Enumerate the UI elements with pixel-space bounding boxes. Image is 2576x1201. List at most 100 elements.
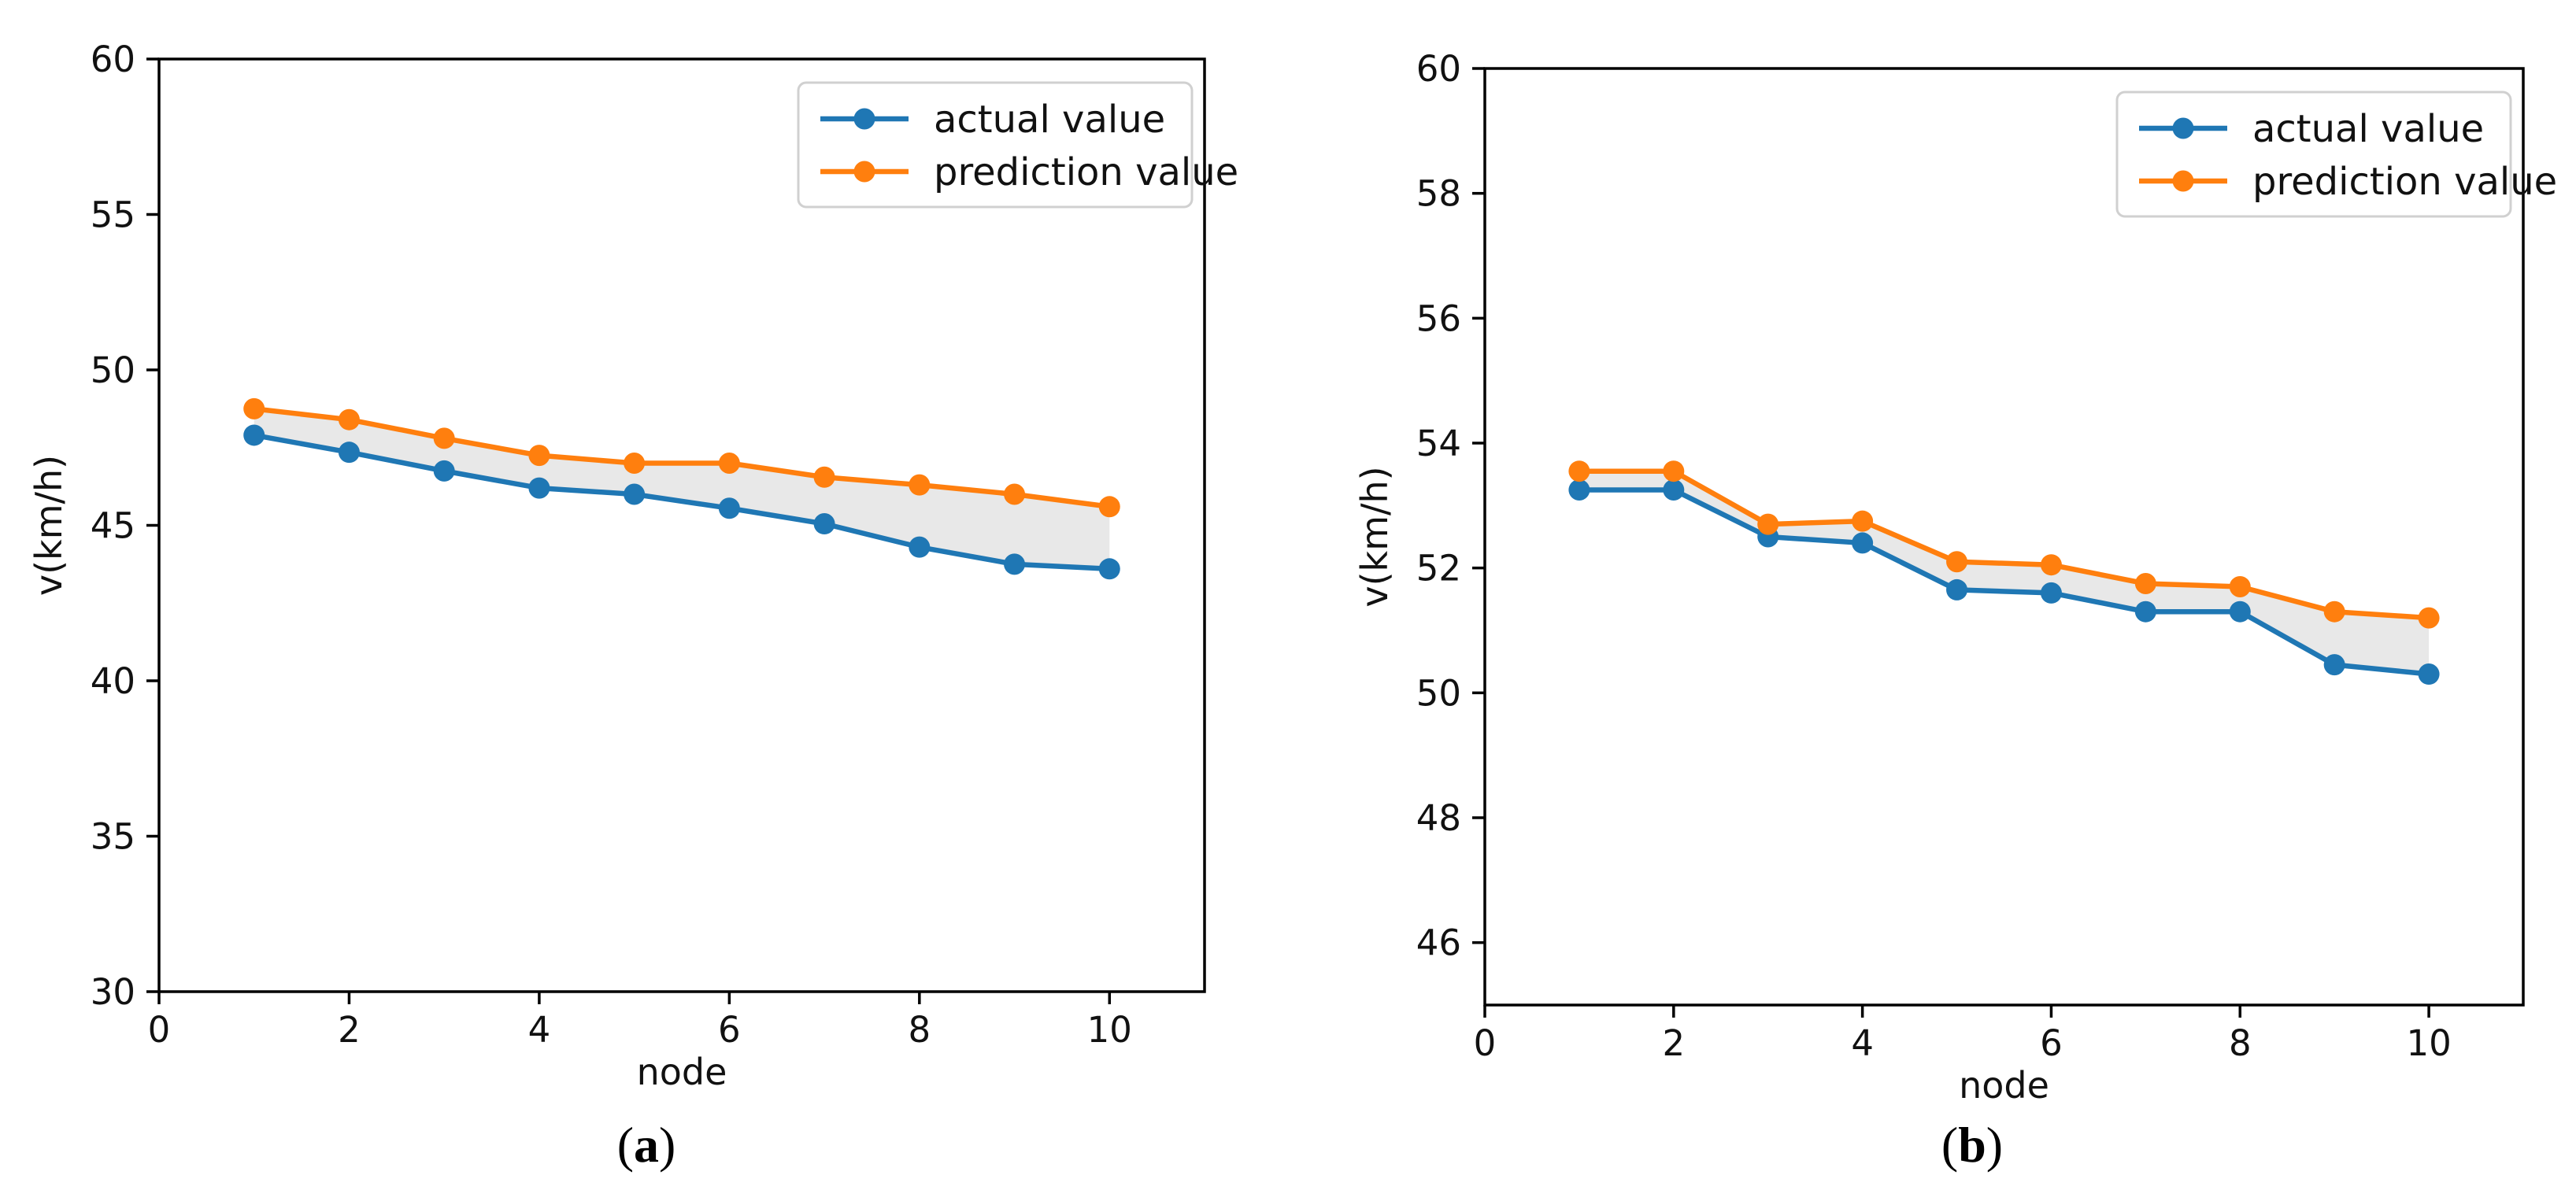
- y-axis-tick-label: 46: [1416, 922, 1461, 964]
- x-axis-tick-label: 0: [148, 1009, 171, 1051]
- legend-marker-dot: [853, 161, 875, 183]
- data-point-actual: [1098, 558, 1120, 580]
- data-point-prediction: [624, 453, 646, 474]
- chart-b-line-plot: 0 2 4 6 8 104648505254565860nodev(km/h)actual…: [1353, 48, 2557, 1107]
- legend-item: prediction value: [820, 150, 1238, 194]
- data-point-prediction: [1568, 460, 1590, 482]
- series-line-actual: [254, 432, 1110, 572]
- data-point-actual: [813, 513, 835, 535]
- x-axis-tick-label: 0: [1474, 1022, 1497, 1064]
- data-point-prediction: [1946, 551, 1968, 573]
- legend: actual value prediction value: [797, 81, 1238, 209]
- y-axis-tick-label: 50: [1416, 672, 1461, 714]
- caption-a-close-paren: ): [659, 1117, 676, 1173]
- y-axis-tick-label: 35: [91, 816, 135, 858]
- y-axis-label: v(km/h): [28, 455, 70, 596]
- y-axis-tick-label: 48: [1416, 797, 1461, 839]
- data-point-prediction: [2418, 607, 2440, 629]
- x-axis-tick-label: 8: [908, 1009, 931, 1051]
- x-axis-label: node: [1959, 1064, 2049, 1107]
- series-line-prediction: [254, 406, 1110, 510]
- data-point-prediction: [718, 453, 740, 474]
- data-point-actual: [243, 424, 265, 446]
- legend-label: prediction value: [2252, 160, 2557, 204]
- data-point-prediction: [2040, 554, 2062, 576]
- data-point-actual: [1852, 532, 1874, 554]
- legend-label: prediction value: [934, 150, 1238, 194]
- legend-marker-dot: [2172, 117, 2194, 139]
- data-point-actual: [433, 460, 455, 482]
- x-axis-tick-label: 4: [528, 1009, 551, 1051]
- band-fill: [254, 408, 1110, 569]
- data-point-actual: [2040, 582, 2062, 604]
- data-point-prediction: [338, 408, 360, 431]
- data-point-actual: [624, 483, 646, 505]
- data-point-actual: [2229, 600, 2251, 623]
- legend-marker-dot: [2172, 170, 2194, 192]
- x-axis-tick-label: 6: [2040, 1022, 2063, 1064]
- legend-item: actual value: [820, 98, 1165, 142]
- data-point-prediction: [2229, 575, 2251, 597]
- data-point-actual: [1004, 553, 1026, 575]
- caption-a: (a): [489, 1117, 804, 1173]
- data-point-prediction: [813, 466, 835, 488]
- y-axis-tick-label: 55: [91, 194, 135, 236]
- y-axis-tick-label: 40: [91, 660, 135, 702]
- legend-marker-dot: [853, 108, 875, 130]
- legend-label: actual value: [934, 98, 1165, 142]
- y-axis-tick-label: 60: [1416, 48, 1461, 90]
- data-point-actual: [1663, 479, 1685, 501]
- data-point-prediction: [528, 445, 550, 467]
- x-axis-tick-label: 10: [2406, 1022, 2451, 1064]
- series-line-actual: [1579, 487, 2430, 677]
- x-axis-tick-label: 10: [1087, 1009, 1132, 1051]
- caption-b-open-paren: (: [1941, 1117, 1959, 1173]
- legend-box: [2115, 91, 2512, 218]
- data-point-actual: [338, 442, 360, 464]
- y-axis-tick-label: 56: [1416, 297, 1461, 339]
- legend-label: actual value: [2252, 107, 2484, 151]
- caption-a-letter: a: [634, 1117, 659, 1173]
- legend-item: actual value: [2139, 107, 2484, 151]
- data-point-prediction: [433, 427, 455, 449]
- data-point-actual: [1568, 479, 1590, 501]
- x-axis-tick-label: 2: [1662, 1022, 1685, 1064]
- plot-border: [157, 57, 1206, 993]
- series-line-prediction: [1579, 468, 2430, 621]
- x-axis-tick-label: 8: [2229, 1022, 2252, 1064]
- data-point-prediction: [2134, 573, 2156, 594]
- data-point-prediction: [243, 397, 265, 419]
- plot-border: [1483, 67, 2525, 1007]
- legend: actual value prediction value: [2115, 91, 2557, 218]
- x-axis-tick-label: 4: [1851, 1022, 1874, 1064]
- y-axis-tick-label: 52: [1416, 548, 1461, 589]
- y-axis-tick-label: 60: [91, 39, 135, 80]
- y-axis-tick-label: 45: [91, 505, 135, 547]
- x-axis-tick-label: 2: [338, 1009, 361, 1051]
- caption-b-letter: b: [1958, 1117, 1986, 1173]
- data-point-prediction: [1098, 496, 1120, 518]
- data-point-actual: [2418, 663, 2440, 685]
- y-axis-label: v(km/h): [1353, 466, 1396, 607]
- x-axis-tick-label: 6: [718, 1009, 741, 1051]
- data-point-actual: [909, 536, 931, 558]
- data-point-prediction: [1663, 460, 1685, 482]
- band-fill: [1579, 471, 2430, 674]
- data-point-actual: [1946, 578, 1968, 600]
- data-point-prediction: [1757, 513, 1779, 535]
- y-axis-tick-label: 30: [91, 971, 135, 1013]
- x-axis-label: node: [637, 1051, 727, 1093]
- y-axis-tick-label: 54: [1416, 423, 1461, 464]
- y-axis-tick-label: 50: [91, 349, 135, 391]
- caption-b-close-paren: ): [1986, 1117, 2004, 1173]
- legend-item: prediction value: [2139, 160, 2557, 204]
- data-point-prediction: [2323, 600, 2345, 623]
- data-point-prediction: [1004, 483, 1026, 505]
- data-point-actual: [718, 497, 740, 519]
- data-point-actual: [2323, 654, 2345, 676]
- data-point-actual: [528, 477, 550, 499]
- chart-a-line-plot: 0 2 4 6 8 10 30 35 40 45 50 55 60 node v(km/h) actual v…: [28, 39, 1238, 1093]
- y-axis-tick-label: 58: [1416, 173, 1461, 215]
- caption-b: (b): [1815, 1117, 2130, 1173]
